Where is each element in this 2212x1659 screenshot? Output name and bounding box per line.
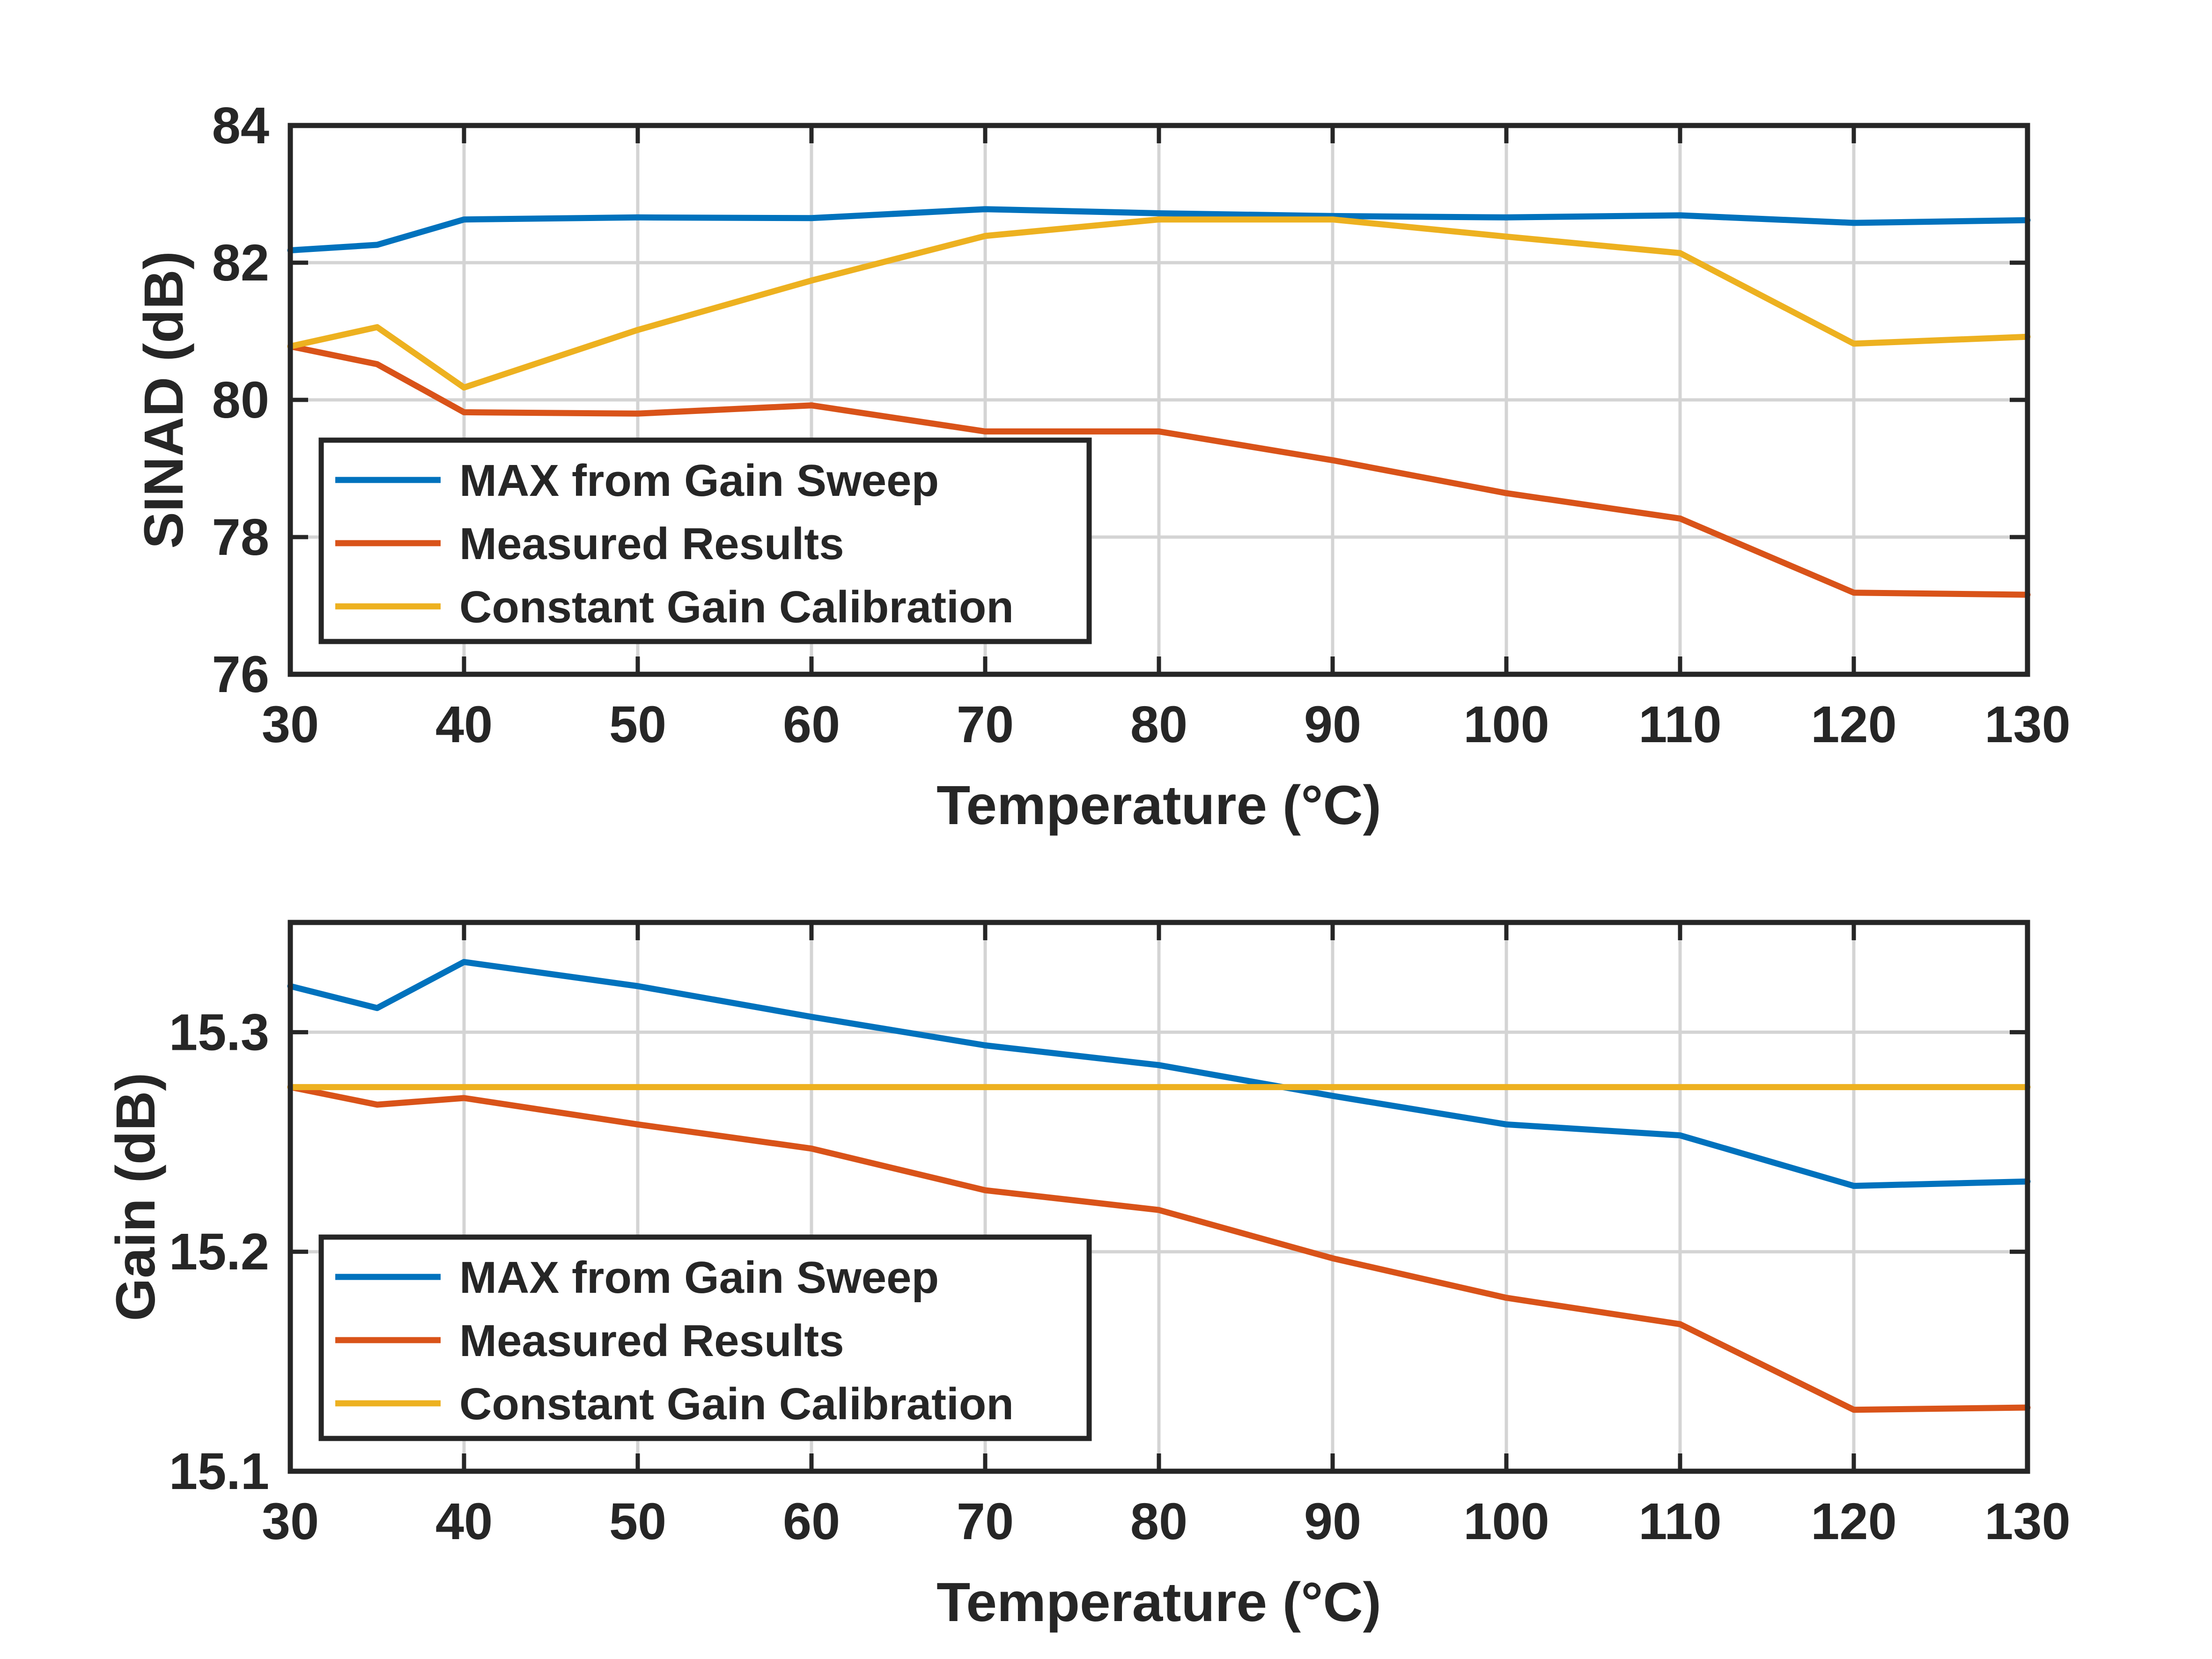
chart-panel-2: 30 40 50 60 70 80 90 100 110 120 130 15.1 15.2 15.3 Te… (105, 920, 2071, 1633)
y-axis-label: Gain (dB) (105, 1073, 167, 1321)
y-tick-label: 82 (212, 234, 269, 292)
y-tick-label: 15.2 (169, 1223, 269, 1281)
x-tick-label: 90 (1304, 696, 1361, 753)
series-line-measured-results (287, 1084, 2031, 1413)
x-tick-label: 130 (1984, 696, 2071, 753)
legend-entry-label: Measured Results (459, 1316, 844, 1366)
x-tick-label: 50 (609, 1493, 666, 1550)
y-tick-label: 15.3 (169, 1003, 269, 1061)
x-axis-label: Temperature (°C) (936, 1571, 1381, 1633)
legend-box (318, 437, 1092, 644)
x-tick-label: 90 (1304, 1493, 1361, 1550)
x-tick-label: 40 (435, 696, 493, 753)
x-tick-label: 110 (1638, 696, 1721, 753)
legend-entry-label: Constant Gain Calibration (459, 1379, 1014, 1429)
legend: MAX from Gain Sweep Measured Results Const… (318, 1234, 1092, 1441)
x-tick-label: 40 (435, 1493, 493, 1550)
y-axis-label: SINAD (dB) (133, 251, 195, 549)
chart-panel-1: 30 40 50 60 70 80 90 100 110 120 130 76 78 80 82 84 Temp… (133, 97, 2071, 836)
legend: MAX from Gain Sweep Measured Results Const… (318, 437, 1092, 644)
y-tick-label: 84 (212, 97, 269, 155)
x-tick-label: 70 (957, 1493, 1014, 1550)
y-tick-label: 76 (212, 646, 269, 703)
y-tick-label: 15.1 (169, 1443, 269, 1500)
series-line-constant-gain-calibration (287, 216, 2031, 391)
legend-entry-label: Measured Results (459, 519, 844, 569)
x-tick-label: 30 (262, 1493, 319, 1550)
legend-entry-label: Constant Gain Calibration (459, 582, 1014, 632)
x-tick-label: 60 (783, 696, 840, 753)
legend-entry-label: MAX from Gain Sweep (459, 1253, 939, 1303)
series-line-max-from-gain-sweep (287, 206, 2031, 254)
x-tick-label: 110 (1638, 1493, 1721, 1550)
x-tick-label: 60 (783, 1493, 840, 1550)
x-tick-label: 100 (1463, 1493, 1549, 1550)
x-tick-label: 130 (1984, 1493, 2071, 1550)
x-tick-label: 100 (1463, 696, 1549, 753)
x-tick-label: 30 (262, 696, 319, 753)
y-tick-label: 80 (212, 371, 269, 429)
x-axis-label: Temperature (°C) (936, 774, 1381, 836)
x-tick-label: 70 (957, 696, 1014, 753)
legend-entry-label: MAX from Gain Sweep (459, 456, 939, 506)
series-line-max-from-gain-sweep (287, 959, 2031, 1189)
series-line-measured-results (287, 343, 2031, 598)
y-tick-label: 78 (212, 509, 269, 566)
x-tick-label: 120 (1811, 1493, 1897, 1550)
legend-box (318, 1234, 1092, 1441)
x-tick-label: 80 (1130, 696, 1187, 753)
x-tick-label: 120 (1811, 696, 1897, 753)
x-tick-label: 80 (1130, 1493, 1187, 1550)
x-tick-label: 50 (609, 696, 666, 753)
